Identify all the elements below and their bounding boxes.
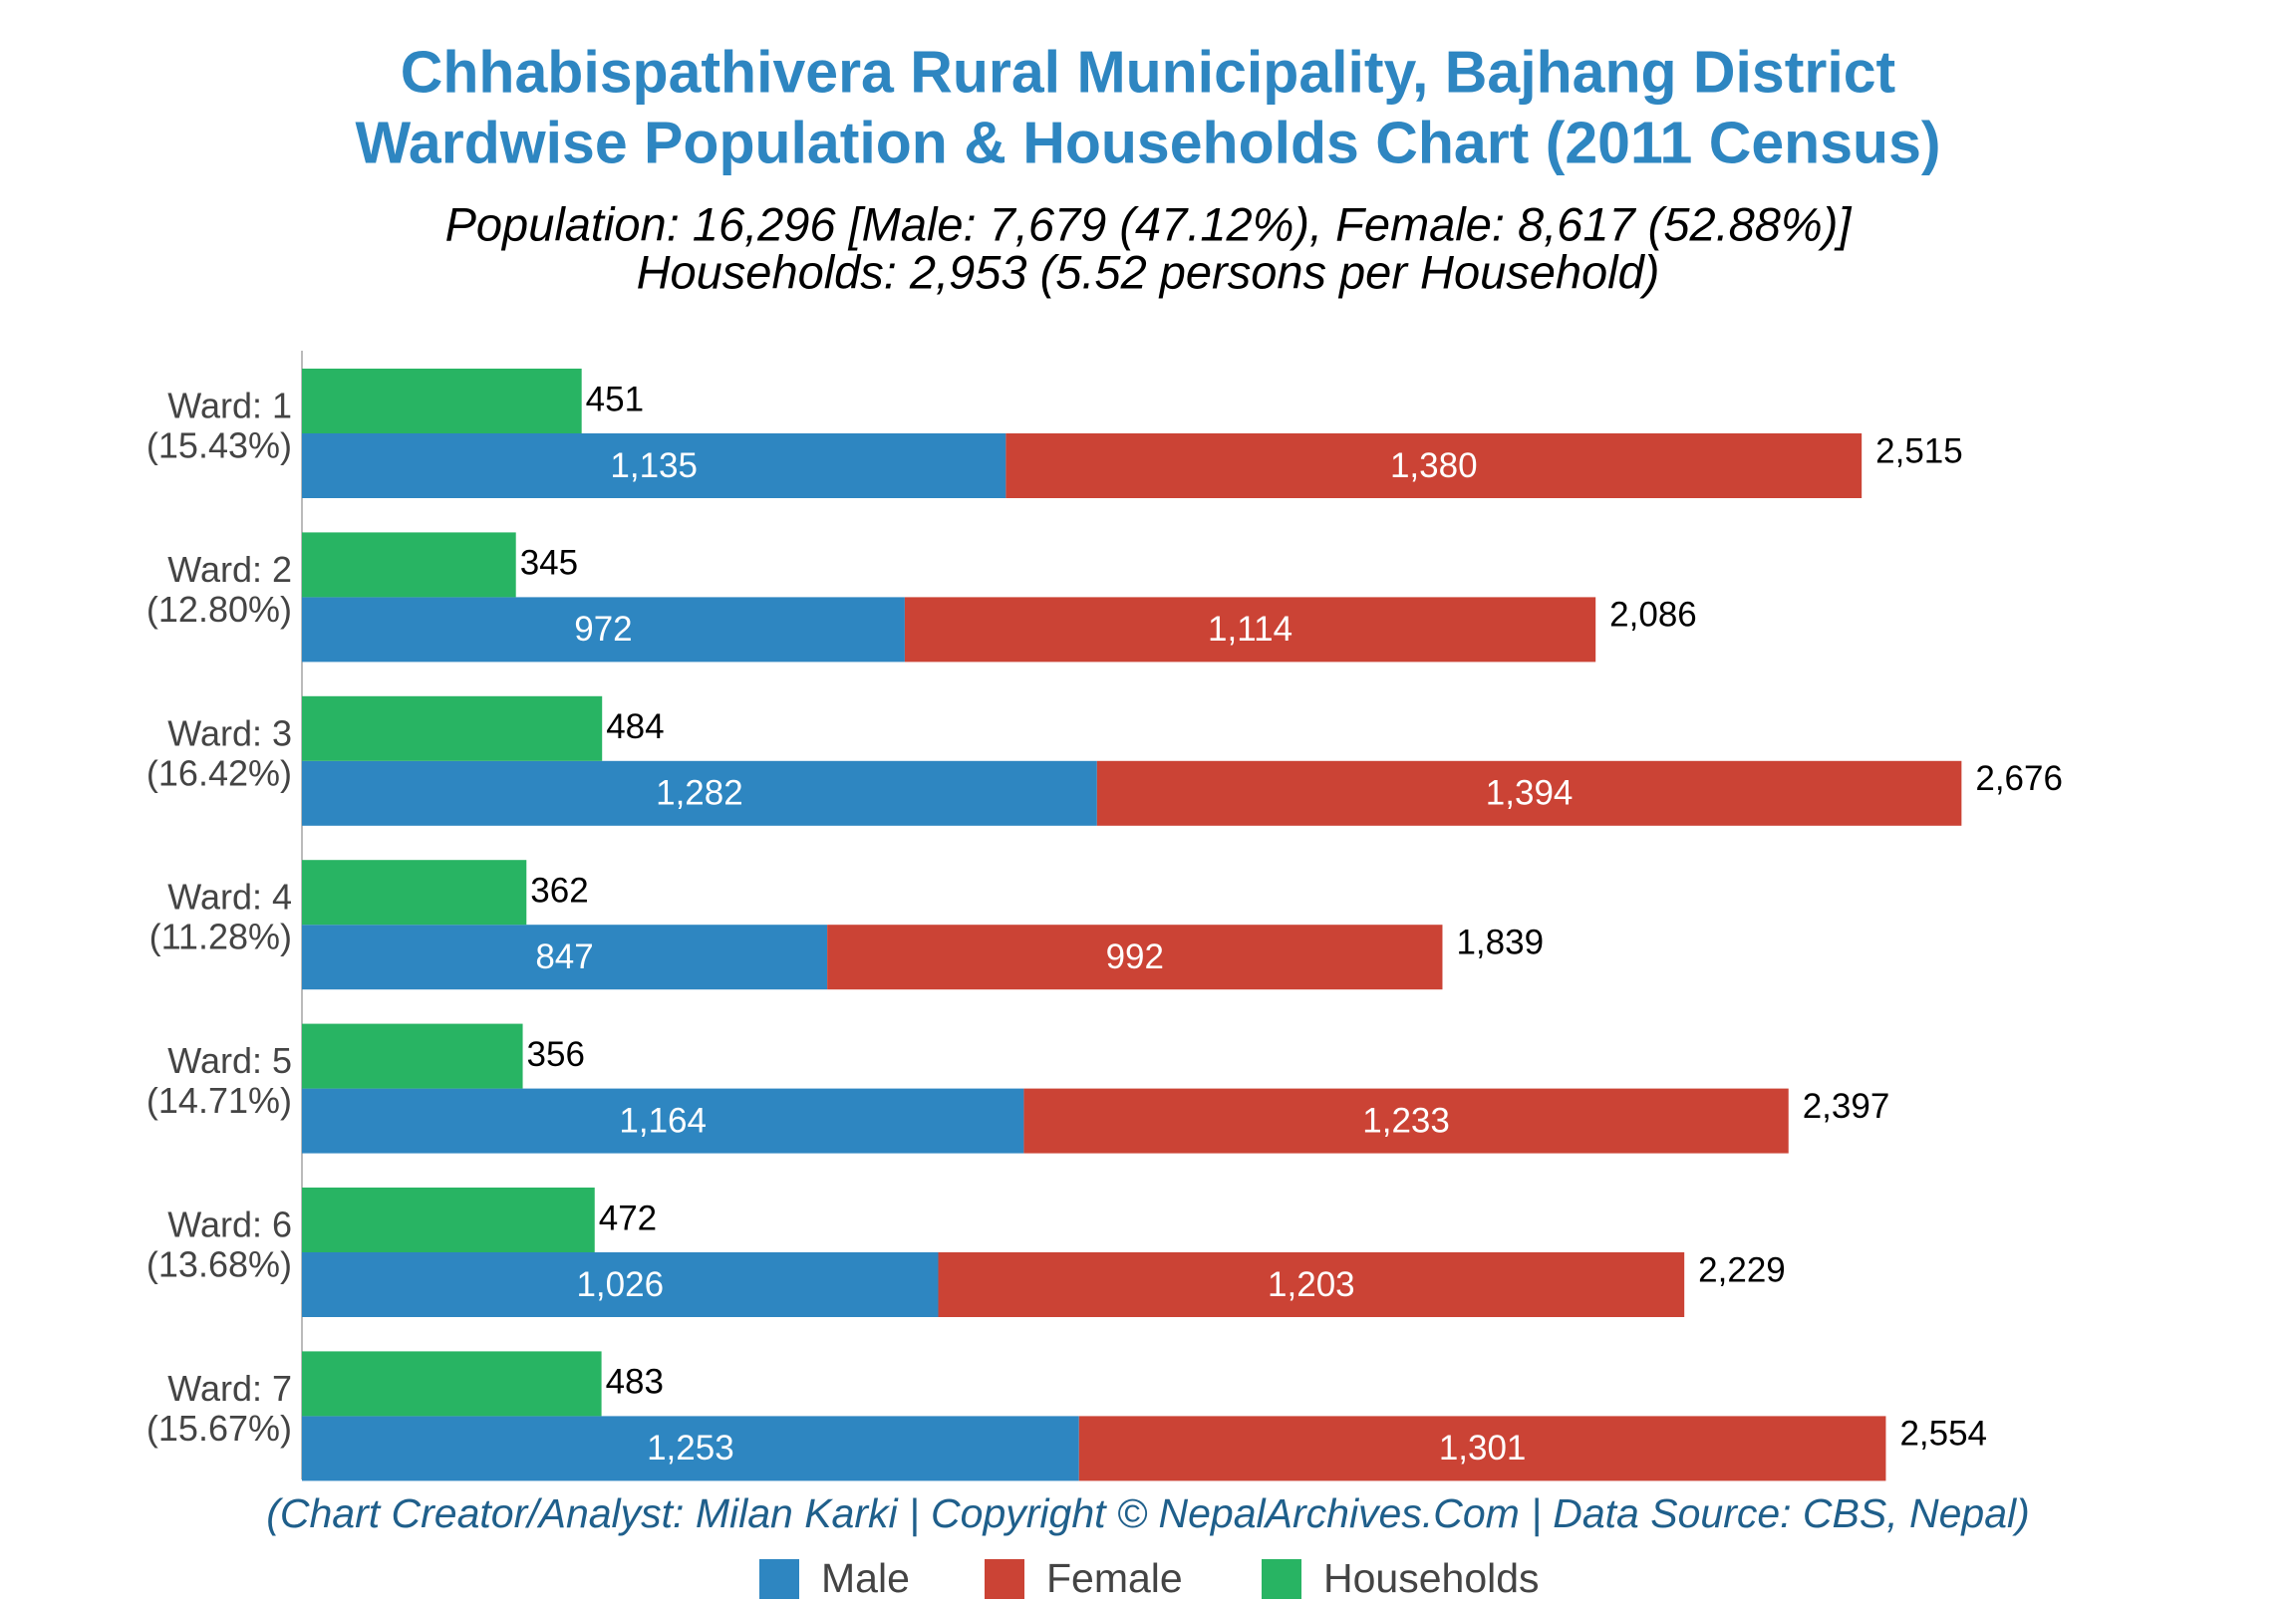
bar	[302, 695, 603, 761]
total-label: 2,515	[1875, 431, 1963, 470]
total-label: 2,229	[1698, 1250, 1786, 1289]
bar-value-label: 1,253	[647, 1429, 734, 1468]
bar	[302, 433, 1006, 498]
legend-swatch	[985, 1559, 1024, 1599]
bar-value-label: 451	[586, 380, 644, 418]
credits: (Chart Creator/Analyst: Milan Karki | Co…	[266, 1490, 2030, 1536]
bar	[1096, 760, 1962, 826]
legend-swatch	[759, 1559, 799, 1599]
y-tick-label: (13.68%)	[146, 1244, 292, 1285]
bar	[302, 597, 905, 663]
bar	[302, 1023, 523, 1089]
chart-subtitle: Households: 2,953 (5.52 persons per Hous…	[637, 245, 1660, 298]
bar	[302, 1088, 1024, 1154]
total-label: 1,839	[1456, 923, 1544, 961]
bar-value-label: 484	[606, 707, 664, 746]
total-label: 2,397	[1803, 1087, 1890, 1126]
y-tick-label: (14.71%)	[146, 1080, 292, 1121]
total-label: 2,086	[1609, 596, 1697, 635]
bar	[302, 860, 527, 926]
bar-value-label: 847	[535, 937, 593, 976]
y-tick-label: (11.28%)	[149, 917, 292, 957]
legend-label: Households	[1323, 1555, 1540, 1601]
y-tick-label: Ward: 3	[167, 712, 292, 753]
chart-title: Chhabispathivera Rural Municipality, Baj…	[401, 40, 1895, 106]
bar-value-label: 1,114	[1208, 610, 1292, 649]
y-tick-label: (15.67%)	[146, 1408, 292, 1449]
bar	[1023, 1088, 1789, 1154]
chart-subtitle: Population: 16,296 [Male: 7,679 (47.12%)…	[445, 197, 1853, 250]
bar-value-label: 992	[1106, 937, 1164, 976]
y-tick-label: Ward: 6	[167, 1204, 292, 1245]
bar	[904, 597, 1596, 663]
total-label: 2,554	[1899, 1415, 1987, 1454]
y-tick-label: (16.42%)	[146, 752, 292, 793]
y-tick-label: Ward: 1	[167, 386, 292, 426]
bar-value-label: 483	[606, 1363, 664, 1402]
legend-label: Male	[821, 1555, 910, 1601]
bar-value-label: 1,301	[1439, 1429, 1527, 1468]
bar	[938, 1252, 1685, 1317]
bar-value-label: 1,135	[610, 446, 698, 485]
bar-value-label: 972	[574, 610, 632, 649]
bar-value-label: 1,394	[1486, 774, 1574, 813]
bar-value-label: 1,380	[1390, 446, 1478, 485]
y-tick-label: Ward: 7	[167, 1368, 292, 1409]
total-label: 2,676	[1975, 759, 2063, 798]
bar-value-label: 1,203	[1268, 1265, 1355, 1304]
bar-value-label: 356	[527, 1035, 585, 1074]
bar-value-label: 1,026	[576, 1265, 664, 1304]
bar-value-label: 362	[530, 871, 588, 910]
bar-value-label: 1,164	[619, 1101, 707, 1140]
y-tick-label: (15.43%)	[146, 425, 292, 466]
bar	[827, 925, 1443, 990]
bar-value-label: 1,233	[1362, 1101, 1450, 1140]
bar-value-label: 1,282	[656, 774, 743, 813]
chart-title: Wardwise Population & Households Chart (…	[355, 111, 1940, 176]
y-tick-label: Ward: 4	[167, 877, 292, 918]
bar	[302, 760, 1097, 826]
legend-swatch	[1262, 1559, 1301, 1599]
bar	[302, 925, 828, 990]
bar	[302, 1252, 939, 1317]
bar	[1005, 433, 1863, 498]
bar-value-label: 345	[520, 544, 578, 583]
y-tick-label: Ward: 5	[167, 1040, 292, 1081]
bar	[1078, 1416, 1886, 1481]
bar	[302, 1351, 602, 1417]
y-tick-label: Ward: 2	[167, 549, 292, 590]
bar-value-label: 472	[599, 1199, 657, 1237]
bar	[302, 1188, 595, 1252]
y-tick-label: (12.80%)	[146, 589, 292, 630]
bar	[302, 532, 516, 598]
bar	[302, 369, 582, 433]
legend-label: Female	[1046, 1555, 1183, 1601]
bar	[302, 1416, 1079, 1481]
